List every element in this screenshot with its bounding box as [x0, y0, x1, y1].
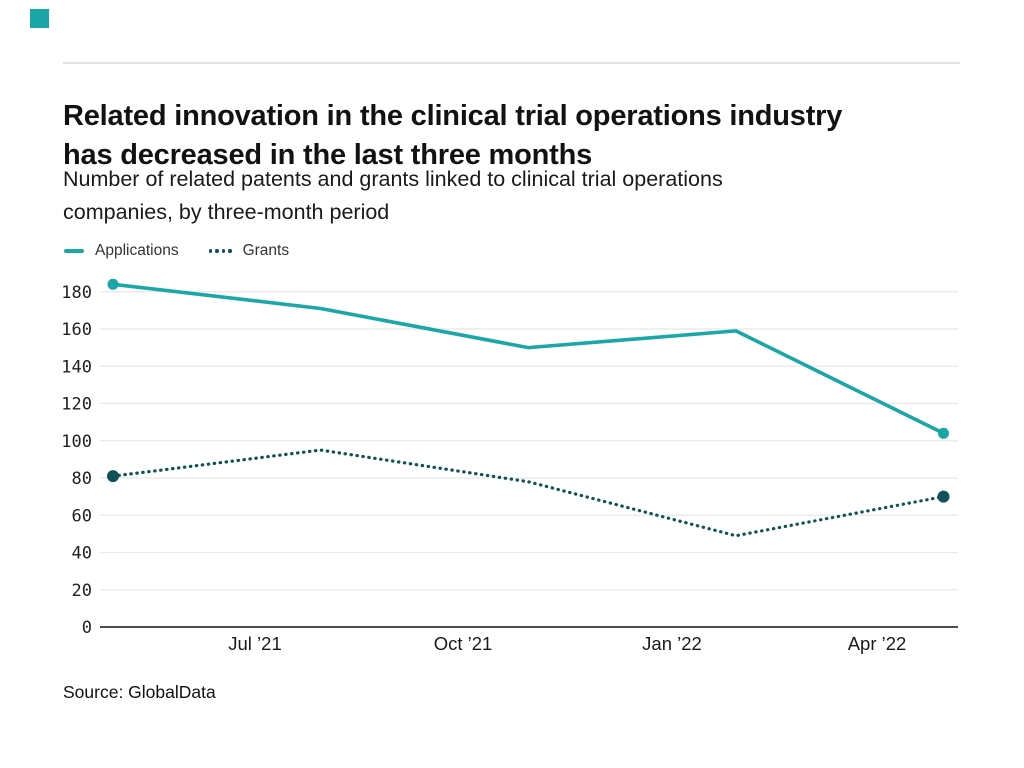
- x-tick-label: Jan ’22: [642, 633, 702, 654]
- chart-subtitle: Number of related patents and grants lin…: [63, 163, 963, 229]
- top-divider: [63, 62, 960, 64]
- y-tick-label: 100: [61, 432, 92, 452]
- y-tick-label: 40: [72, 544, 92, 564]
- applications-start-marker: [107, 278, 119, 290]
- chart-legend: Applications Grants: [64, 242, 289, 260]
- line-chart: 0 20 40 60 80 100 120 140 160 180 Jul ’21 Oct ’21 Ja…: [0, 265, 1024, 665]
- source-credit: Source: GlobalData: [63, 682, 216, 702]
- grants-end-marker: [937, 490, 950, 503]
- y-tick-label: 60: [72, 506, 92, 526]
- x-tick-label: Apr ’22: [848, 633, 907, 654]
- legend-label-grants: Grants: [242, 242, 290, 259]
- title-line-2: has decreased in the last three months: [63, 139, 593, 172]
- legend-item-applications: Applications: [64, 242, 179, 260]
- page-title: Related innovation in the clinical trial…: [63, 97, 993, 175]
- y-tick-label: 120: [61, 395, 92, 415]
- x-tick-label: Jul ’21: [228, 633, 281, 654]
- y-tick-label: 140: [61, 357, 92, 377]
- applications-line: [111, 282, 946, 436]
- grants-dotted-swatch-icon: [208, 249, 232, 253]
- grants-start-marker: [107, 470, 119, 483]
- globaldata-logo-square: [30, 9, 49, 28]
- legend-item-grants: Grants: [208, 242, 290, 260]
- legend-label-applications: Applications: [95, 242, 179, 259]
- applications-line-swatch-icon: [64, 249, 84, 253]
- subtitle-line-2: companies, by three-month period: [63, 200, 390, 224]
- y-tick-label: 80: [72, 469, 92, 489]
- x-tick-label: Oct ’21: [434, 633, 493, 654]
- title-line-1: Related innovation in the clinical trial…: [63, 100, 843, 133]
- y-tick-label: 20: [72, 581, 92, 601]
- subtitle-line-1: Number of related patents and grants lin…: [63, 167, 723, 191]
- applications-end-marker: [938, 427, 949, 439]
- y-tick-label: 160: [61, 320, 92, 340]
- y-tick-label: 180: [61, 283, 92, 303]
- y-tick-label: 0: [82, 618, 92, 638]
- grants-line: [111, 448, 946, 538]
- chart-svg: 0 20 40 60 80 100 120 140 160 180 Jul ’21 Oct ’21 Ja…: [61, 278, 958, 654]
